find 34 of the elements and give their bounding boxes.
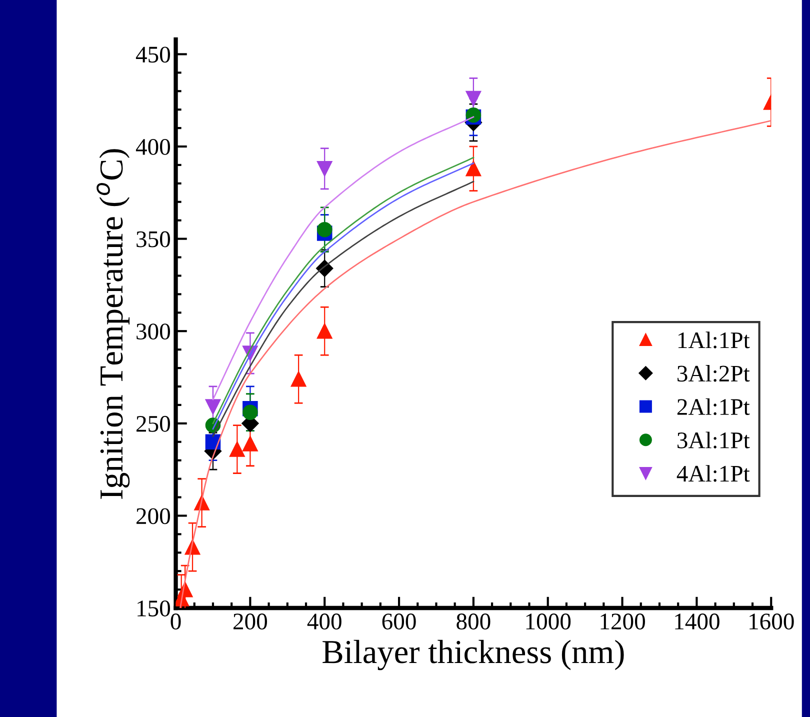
y-tick-label: 150: [138, 600, 170, 616]
y-tick-label: 450: [136, 46, 170, 63]
y-tick-label: 250: [136, 416, 170, 432]
point: [466, 90, 482, 106]
x-tick-label: 1000: [526, 614, 571, 630]
y-tick-label: 350: [136, 231, 170, 248]
y-tick-label: 200: [136, 508, 170, 524]
point: [316, 222, 332, 238]
point: [466, 161, 482, 176]
x-tick-label: 600: [382, 614, 416, 630]
x-tick-label: 1200: [600, 614, 645, 630]
legend-label: 1Al:1Pt: [678, 332, 750, 348]
point: [316, 161, 332, 176]
x-tick-label: 0: [170, 614, 181, 630]
point: [316, 323, 332, 339]
legend-label: 3Al:1Pt: [678, 432, 750, 448]
x-tick-label: 1600: [750, 614, 794, 630]
y-axis-title: Ignition Temperature ($^{o}$C): [96, 149, 130, 499]
legend-label: 3Al:2Pt: [678, 365, 750, 382]
y-tick-label: 400: [136, 138, 170, 155]
point: [205, 434, 221, 450]
x-tick-label: 800: [456, 614, 490, 630]
point: [242, 436, 258, 452]
point: [290, 371, 306, 387]
point: [242, 404, 258, 420]
point: [205, 399, 221, 414]
x-axis-title: Bilayer thickness (nm): [322, 640, 624, 670]
y-tick-label: 300: [136, 324, 170, 340]
x-tick-label: 200: [234, 614, 267, 630]
x-tick-label: 1400: [675, 614, 720, 630]
legend-label: 4Al:1Pt: [676, 465, 750, 482]
legend-label: 2Al:1Pt: [677, 398, 750, 416]
point: [230, 442, 245, 457]
x-tick-label: 400: [307, 614, 342, 630]
